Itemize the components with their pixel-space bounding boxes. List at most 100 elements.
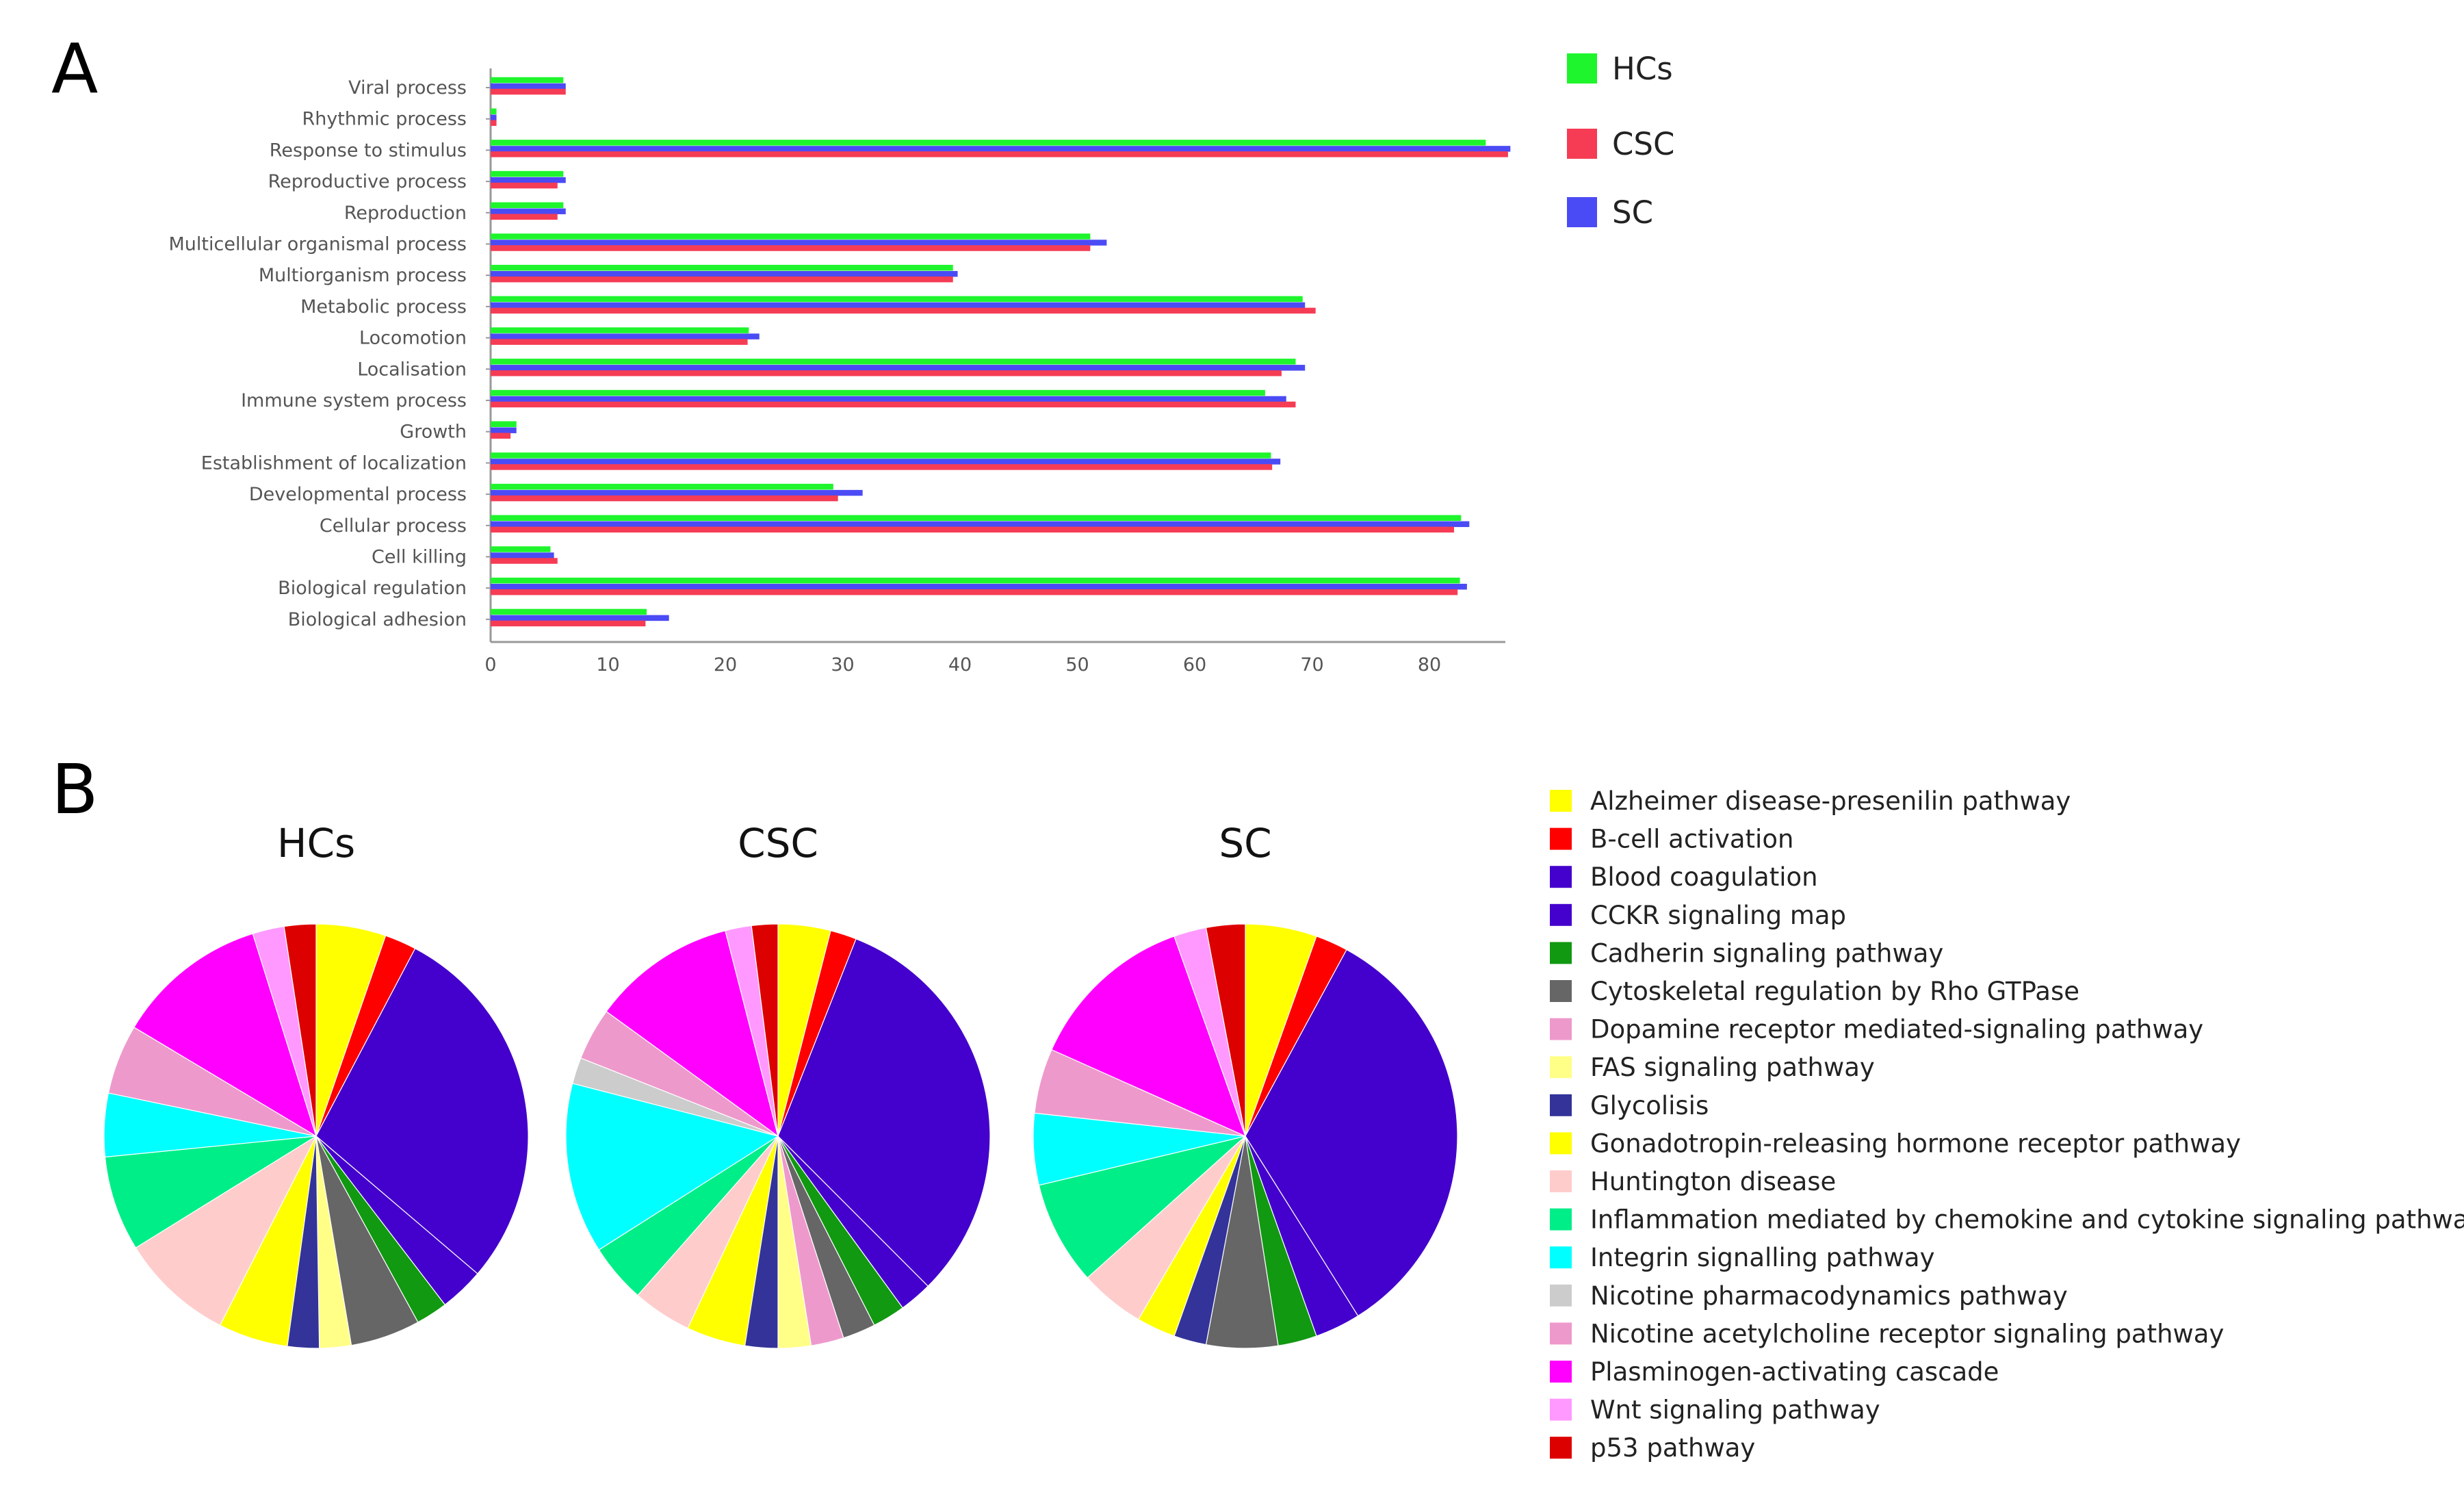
panel-a-label: A xyxy=(51,29,99,109)
bar-sc xyxy=(491,83,566,90)
pathway-legend-label: CCKR signaling map xyxy=(1590,901,1846,930)
pathway-legend-swatch xyxy=(1550,1322,1572,1345)
pathway-legend-swatch xyxy=(1550,1056,1572,1079)
category-label: Response to stimulus xyxy=(270,140,467,161)
pathway-legend-label: FAS signaling pathway xyxy=(1590,1053,1875,1082)
category-label: Localisation xyxy=(357,359,467,380)
legend-swatch-csc xyxy=(1567,129,1597,159)
pathway-legend-label: Cadherin signaling pathway xyxy=(1590,938,1943,968)
category-label: Multicellular organismal process xyxy=(169,234,467,255)
bar-hcs xyxy=(491,421,517,427)
pie-slice xyxy=(606,930,779,1138)
bar-csc xyxy=(491,401,1296,408)
bar-sc xyxy=(491,146,1511,152)
pathway-legend-swatch xyxy=(1550,1398,1572,1421)
pie-slice xyxy=(133,933,317,1138)
bar-csc xyxy=(491,464,1273,470)
category-label: Reproduction xyxy=(344,203,467,224)
pathway-legend-label: Blood coagulation xyxy=(1590,862,1818,892)
pie-slice xyxy=(565,1083,779,1250)
pie-slice xyxy=(777,938,991,1287)
x-tick-label: 30 xyxy=(831,654,854,676)
bar-hcs xyxy=(491,483,833,490)
pathway-legend-swatch xyxy=(1550,1018,1572,1040)
bar-csc xyxy=(491,370,1282,376)
bar-csc xyxy=(491,245,1091,251)
bar-hcs xyxy=(491,140,1486,146)
pathway-legend-swatch xyxy=(1550,1246,1572,1269)
legend-label-hcs: HCs xyxy=(1612,51,1673,87)
pathway-legend-swatch xyxy=(1550,1132,1572,1155)
bar-sc xyxy=(491,302,1306,309)
pie-title-sc: SC xyxy=(1219,820,1271,866)
category-label: Biological regulation xyxy=(278,578,467,599)
bar-sc xyxy=(491,459,1281,465)
bar-hcs xyxy=(491,264,953,271)
bar-hcs xyxy=(491,608,647,615)
bar-csc xyxy=(491,214,558,220)
pie-slice xyxy=(1205,923,1246,1137)
bar-hcs xyxy=(491,452,1271,459)
category-label: Establishment of localization xyxy=(201,452,467,474)
pathway-legend-label: Plasminogen-activating cascade xyxy=(1590,1357,1999,1387)
pathway-legend-swatch xyxy=(1550,1094,1572,1116)
pie-title-csc: CSC xyxy=(738,820,818,866)
bar-sc xyxy=(491,240,1107,246)
pathway-legend-label: B-cell activation xyxy=(1590,825,1793,854)
bar-hcs xyxy=(491,202,564,209)
bar-sc xyxy=(491,427,517,433)
bar-sc xyxy=(491,396,1286,402)
panel-b-label: B xyxy=(51,749,99,830)
pie-slice xyxy=(1038,1135,1246,1279)
bar-hcs xyxy=(491,515,1462,522)
bar-sc xyxy=(491,270,958,277)
bar-csc xyxy=(491,120,497,126)
category-label: Cell killing xyxy=(372,547,467,568)
bar-csc xyxy=(491,589,1458,595)
legend-label-sc: SC xyxy=(1612,194,1653,231)
pathway-legend-label: Wnt signaling pathway xyxy=(1590,1396,1880,1425)
pathway-legend-label: Huntington disease xyxy=(1590,1167,1836,1196)
pathway-legend-label: Dopamine receptor mediated-signaling pat… xyxy=(1590,1015,2203,1044)
pathway-legend-label: Glycolisis xyxy=(1590,1091,1709,1120)
bar-hcs xyxy=(491,233,1091,240)
bar-csc xyxy=(491,558,558,564)
bar-hcs xyxy=(491,296,1303,303)
category-label: Multiorganism process xyxy=(259,265,467,286)
pie-slice xyxy=(135,1135,317,1326)
x-tick-label: 0 xyxy=(484,654,496,676)
bar-hcs xyxy=(491,577,1460,584)
bar-csc xyxy=(491,526,1455,533)
pathway-legend-swatch xyxy=(1550,1361,1572,1383)
bar-hcs xyxy=(491,327,749,333)
legend-label-csc: CSC xyxy=(1612,126,1674,162)
pie-charts: HCs CSC SC xyxy=(103,820,1458,1349)
pathway-legend-label: Nicotine acetylcholine receptor signalin… xyxy=(1590,1319,2224,1348)
category-label: Immune system process xyxy=(241,390,467,411)
bar-csc xyxy=(491,620,646,627)
bar-csc xyxy=(491,276,953,283)
bar-csc xyxy=(491,495,838,502)
category-label: Locomotion xyxy=(359,328,467,349)
bar-sc xyxy=(491,583,1467,590)
pathway-legend-swatch xyxy=(1550,827,1572,850)
bar-hcs xyxy=(491,170,564,177)
pie-slice xyxy=(1245,949,1458,1317)
bar-sc xyxy=(491,333,760,339)
bar-sc xyxy=(491,177,566,183)
pathway-legend-swatch xyxy=(1550,1284,1572,1307)
pathway-legend-label: Nicotine pharmacodynamics pathway xyxy=(1590,1281,2068,1311)
category-label: Metabolic process xyxy=(300,296,467,318)
x-tick-label: 60 xyxy=(1183,654,1206,676)
pathway-legend-swatch xyxy=(1550,942,1572,964)
pathway-legend-label: Integrin signalling pathway xyxy=(1590,1243,1934,1272)
pathway-legend-label: Cytoskeletal regulation by Rho GTPase xyxy=(1590,977,2079,1006)
pie-title-hcs: HCs xyxy=(277,820,355,866)
legend-swatch-sc xyxy=(1567,197,1597,227)
pathway-legend-swatch xyxy=(1550,980,1572,1002)
bar-sc xyxy=(491,114,497,120)
x-tick-label: 20 xyxy=(714,654,737,676)
bar-csc xyxy=(491,339,748,345)
category-label: Growth xyxy=(400,422,467,443)
category-label: Developmental process xyxy=(249,484,467,505)
